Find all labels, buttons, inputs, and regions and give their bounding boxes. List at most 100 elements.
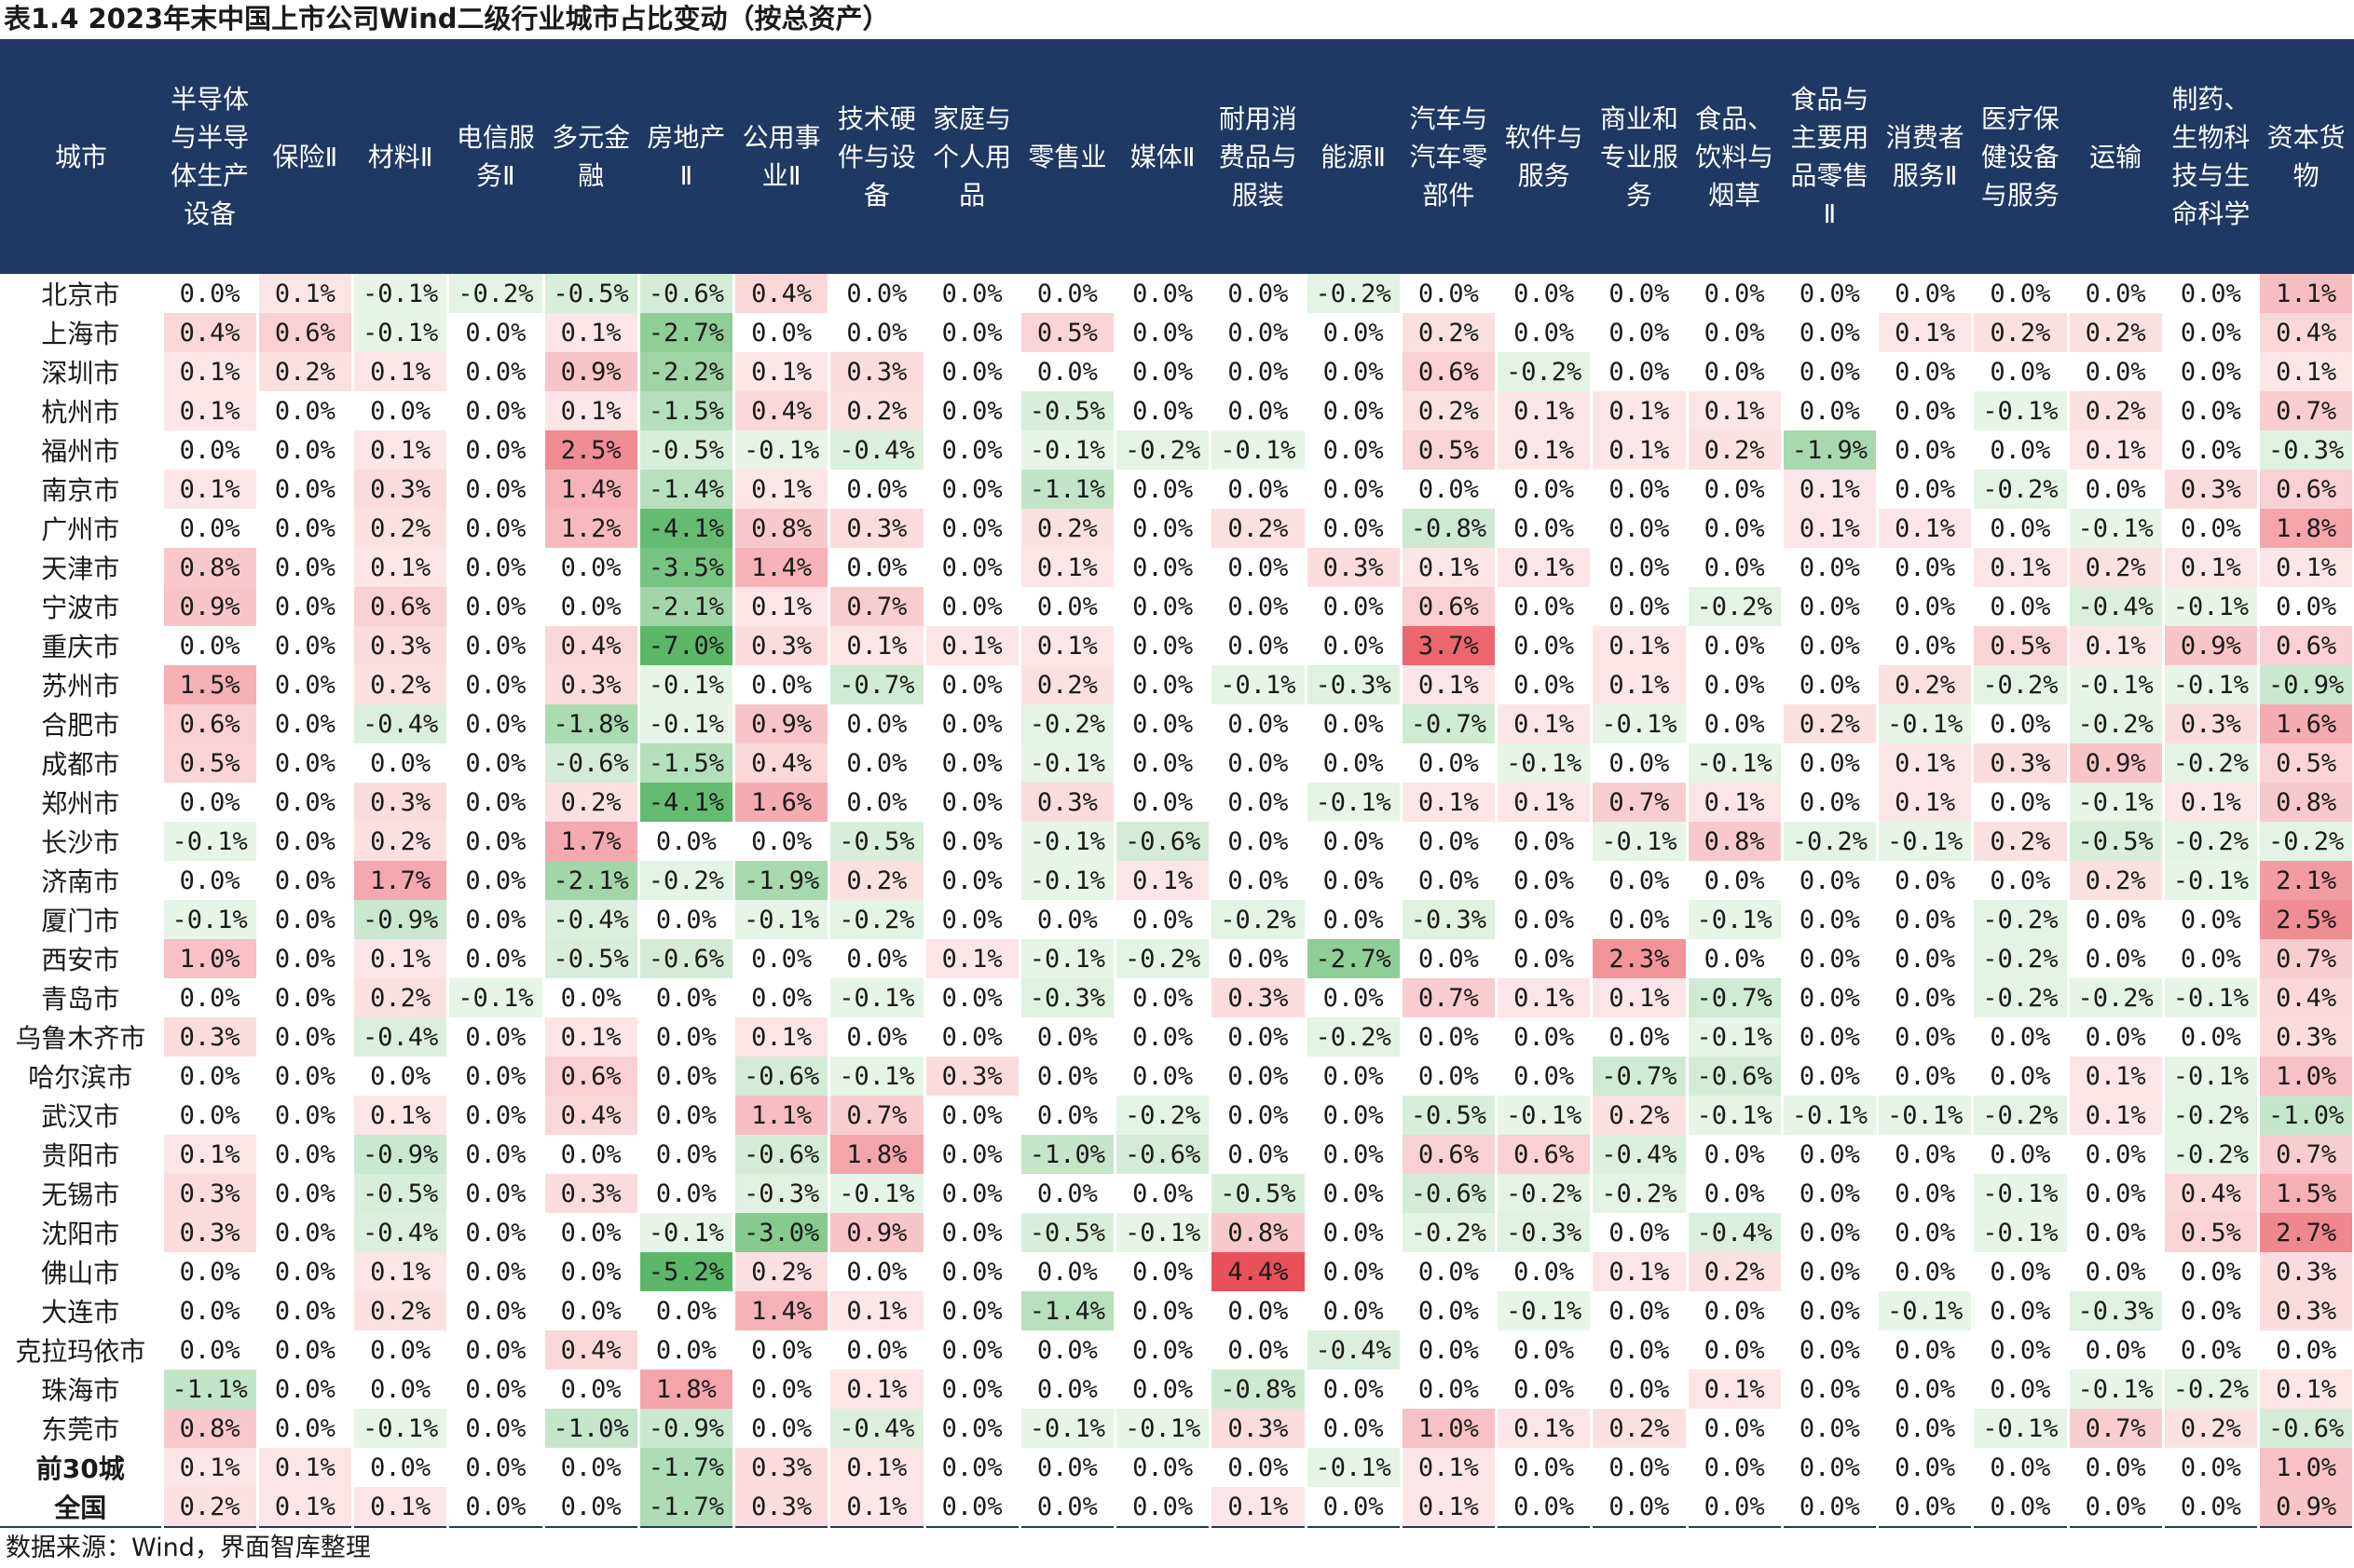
value-cell: 0.0% [1306,391,1403,430]
value-cell: 0.0% [1877,900,1975,939]
page-title: 表1.4 2023年末中国上市公司Wind二级行业城市占比变动（按总资产） [4,3,890,34]
city-cell: 东莞市 [0,1409,164,1448]
value-cell: -0.5% [2068,822,2165,861]
value-cell: 0.0% [257,1057,355,1096]
value-cell: 0.0% [924,1174,1021,1213]
value-cell: 0.0% [1210,391,1307,430]
value-cell: 0.4% [2163,1174,2261,1213]
value-cell: 0.0% [1020,1174,1117,1213]
value-cell: 1.1% [2258,274,2354,313]
value-cell: 1.6% [733,783,831,822]
value-cell: 3.7% [1401,626,1499,665]
value-cell: 0.0% [1591,548,1689,587]
value-cell: -0.1% [1687,1096,1784,1135]
value-cell: 0.8% [733,509,831,548]
value-cell: 0.0% [352,743,450,783]
value-cell: 0.0% [2068,939,2165,978]
value-cell: 0.0% [1115,900,1212,939]
value-cell: 0.0% [2163,1448,2261,1487]
value-cell: -0.1% [1210,430,1307,470]
value-cell: 0.0% [1115,509,1212,548]
value-cell: 0.0% [447,939,545,978]
value-cell: 0.0% [543,1252,640,1291]
value-cell: 0.0% [1496,822,1594,861]
value-cell: 0.0% [257,1135,355,1174]
value-cell: 0.0% [447,822,545,861]
table-row: 天津市 0.8% 0.0% 0.1% 0.0% 0.0% -3.5% 1.4% 0.0% 0.0%… [0,548,2354,587]
value-cell: 0.0% [447,1448,545,1487]
value-cell: 0.0% [1210,1291,1307,1330]
value-cell: 0.0% [1782,1135,1880,1174]
value-cell: 0.0% [1401,1057,1499,1096]
value-cell: 0.0% [1115,1370,1212,1409]
value-cell: 0.0% [1591,587,1689,626]
value-cell: -0.2% [1115,430,1212,470]
value-cell: -0.4% [1306,1330,1403,1370]
value-cell: -0.1% [352,313,450,352]
value-cell: 1.0% [1401,1409,1499,1448]
value-cell: 0.1% [1401,783,1499,822]
value-cell: -0.1% [1306,1448,1403,1487]
value-cell: 0.0% [1306,861,1403,900]
value-cell: 0.0% [1877,861,1975,900]
value-cell: 0.0% [1496,1017,1594,1057]
table-row: 佛山市 0.0% 0.0% 0.1% 0.0% 0.0% -5.2% 0.2% 0.0% 0.0%… [0,1252,2354,1291]
value-cell: -0.3% [1020,978,1117,1017]
value-cell: 0.1% [352,1252,450,1291]
value-cell: 0.0% [1591,743,1689,783]
value-cell: 0.6% [2258,626,2354,665]
value-cell: -1.5% [638,743,736,783]
value-cell: 0.6% [352,587,450,626]
value-cell: 0.3% [924,1057,1021,1096]
value-cell: 0.0% [1687,313,1784,352]
value-cell: 0.1% [1020,626,1117,665]
value-cell: 0.3% [352,470,450,509]
value-cell: 0.0% [2163,1252,2261,1291]
value-cell: -0.5% [1020,391,1117,430]
value-cell: 0.0% [1210,939,1307,978]
value-cell: 0.0% [1591,1448,1689,1487]
value-cell: 0.0% [733,1370,831,1409]
value-cell: 0.1% [1877,313,1975,352]
value-cell: 0.1% [1401,665,1499,704]
value-cell: 0.0% [1591,1213,1689,1252]
value-cell: 0.0% [828,274,926,313]
value-cell: 0.0% [1687,352,1784,391]
value-cell: 0.0% [1782,352,1880,391]
city-cell: 沈阳市 [0,1213,164,1252]
value-cell: 0.0% [257,743,355,783]
value-cell: 0.7% [1401,978,1499,1017]
value-cell: 0.7% [2068,1409,2165,1448]
value-cell: 0.0% [1877,470,1975,509]
value-cell: -0.1% [1020,743,1117,783]
value-cell: 0.0% [257,861,355,900]
value-cell: 0.0% [1972,1370,2070,1409]
value-cell: 0.0% [2258,587,2354,626]
value-cell: 0.0% [2068,274,2165,313]
value-cell: 0.0% [1306,352,1403,391]
value-cell: 0.0% [2068,900,2165,939]
value-cell: -0.2% [1020,704,1117,743]
value-cell: 0.0% [1782,900,1880,939]
value-cell: 0.3% [2258,1252,2354,1291]
value-cell: 0.0% [1877,1213,1975,1252]
value-cell: 0.0% [1496,587,1594,626]
value-cell: 0.0% [924,587,1021,626]
value-cell: 0.0% [1496,470,1594,509]
value-cell: 0.9% [828,1213,926,1252]
value-cell: 0.1% [828,626,926,665]
value-cell: 0.9% [2163,626,2261,665]
value-cell: 0.4% [543,1096,640,1135]
value-cell: 0.0% [1782,939,1880,978]
value-cell: 0.0% [1972,1330,2070,1370]
value-cell: -0.3% [2068,1291,2165,1330]
value-cell: 0.1% [924,626,1021,665]
value-cell: -0.1% [1496,743,1594,783]
value-cell: 0.2% [1020,665,1117,704]
value-cell: 0.0% [1115,391,1212,430]
value-cell: 0.0% [1306,900,1403,939]
value-cell: 0.0% [162,430,259,470]
value-cell: 0.0% [1401,1370,1499,1409]
value-cell: 0.2% [352,822,450,861]
value-cell: 0.0% [257,1409,355,1448]
